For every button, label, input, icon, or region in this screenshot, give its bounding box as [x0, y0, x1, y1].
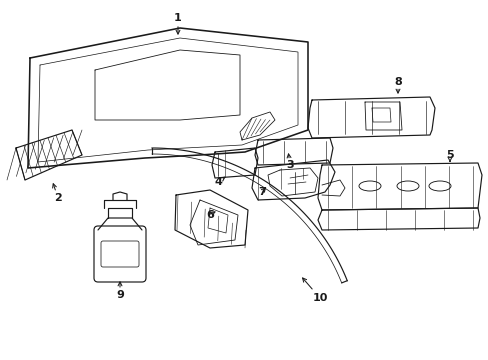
Text: 8: 8: [393, 77, 401, 87]
Text: 1: 1: [174, 13, 182, 23]
Text: 2: 2: [54, 193, 62, 203]
Text: 9: 9: [116, 290, 123, 300]
Text: 4: 4: [214, 177, 222, 187]
Text: 6: 6: [205, 210, 214, 220]
Text: 10: 10: [312, 293, 327, 303]
Text: 7: 7: [258, 187, 265, 197]
Text: 5: 5: [445, 150, 453, 160]
Text: 3: 3: [285, 160, 293, 170]
